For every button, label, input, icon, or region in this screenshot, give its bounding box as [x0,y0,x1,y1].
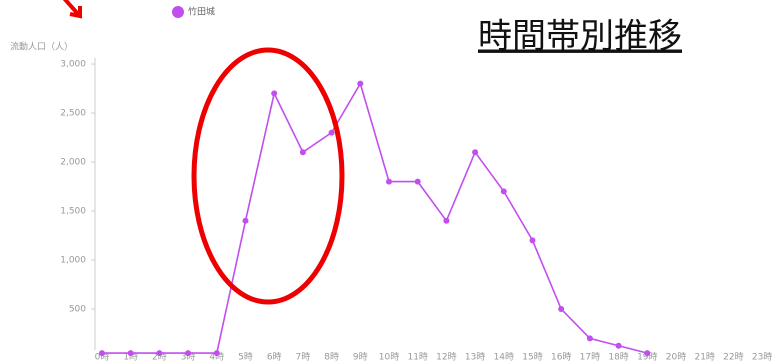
point [558,306,565,312]
x-tick-label: 1時 [123,352,138,363]
point [472,149,479,156]
x-tick-label: 17時 [580,352,600,363]
series-line [102,81,648,354]
point [127,350,134,357]
x-tick-label: 18時 [608,352,628,363]
x-tick-label: 15時 [522,352,542,363]
y-tick-label: 500 [69,305,86,315]
x-tick-label: 0時 [95,352,110,363]
legend-label: 竹田城 [188,6,215,18]
y-tick-label: 3,000 [60,60,86,70]
x-tick-label: 11時 [407,352,427,363]
point [644,350,651,357]
point [414,178,421,185]
x-tick-label: 7時 [296,352,311,363]
highlight-ellipse [191,47,345,305]
x-tick-label: 10時 [379,352,399,363]
point [156,350,163,357]
point [615,342,622,349]
point [443,217,450,224]
chart-title: 時間帯別推移 [478,17,682,57]
point [299,149,306,156]
x-tick-label: 19時 [637,352,657,363]
x-tick-label: 23時 [752,352,772,363]
x-tick-label: 9時 [353,352,368,363]
point [99,350,105,357]
plot: 500 1,000 1,500 2,000 2,500 3,000 0時 1時 2時 3時 4時 5時… [60,6,772,363]
y-axis-label: 流動人口（人） [10,41,73,53]
point [529,237,536,244]
x-tick-label: 14時 [494,352,514,363]
x-tick-label: 6時 [267,352,282,363]
y-tick-label: 2,500 [60,109,86,119]
x-tick-label: 4時 [209,352,224,363]
x-tick-label: 2時 [152,352,167,363]
point [386,178,392,185]
arrow [62,0,82,19]
legend-marker [172,6,184,18]
x-tick-label: 5時 [238,352,253,363]
point [586,335,593,342]
x-tick-label: 8時 [324,352,339,363]
x-tick-label: 22時 [723,352,743,363]
point [242,217,249,224]
point [328,129,335,136]
x-tick-label: 16時 [551,352,571,363]
point [500,188,507,195]
x-tick-label: 12時 [436,352,456,363]
x-tick-label: 13時 [465,352,485,363]
point [271,90,278,97]
point [185,350,192,357]
x-tick-label: 3時 [181,352,196,363]
x-tick-label: 21時 [694,352,714,363]
y-tick-label: 1,000 [60,256,86,266]
y-tick-label: 1,500 [60,207,86,217]
y-tick-label: 2,000 [60,158,86,168]
point [357,80,364,87]
point [213,350,220,357]
x-tick-label: 20時 [666,352,686,363]
